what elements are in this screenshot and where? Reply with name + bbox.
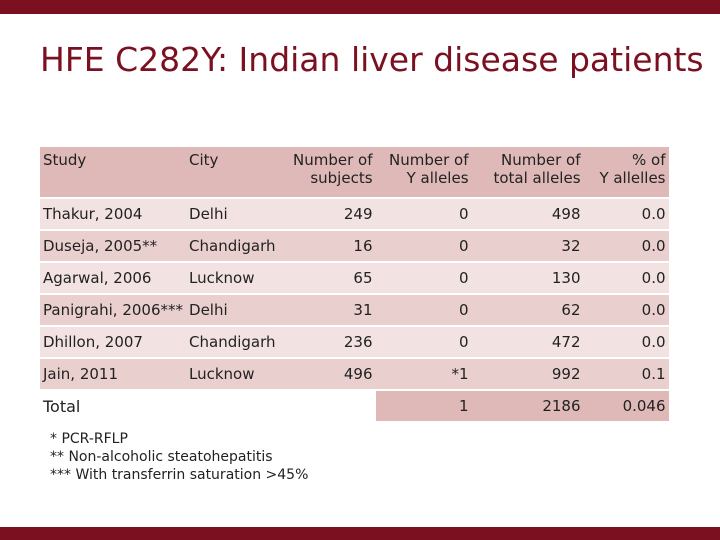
header-line: City <box>189 151 219 169</box>
table-cell: 236 <box>278 327 376 357</box>
table-cell: Delhi <box>186 295 279 325</box>
table-row: Jain, 2011 Lucknow 496 *1 992 0.1 <box>40 359 669 389</box>
table-cell: Lucknow <box>186 263 279 293</box>
header-line: subjects <box>310 169 373 187</box>
table-cell: 32 <box>471 231 584 261</box>
header-line: % of <box>632 151 666 169</box>
table-cell: 249 <box>278 199 376 229</box>
table-cell: 472 <box>471 327 584 357</box>
top-bar <box>0 0 720 14</box>
table-row: Agarwal, 2006 Lucknow 65 0 130 0.0 <box>40 263 669 293</box>
table-cell: 0 <box>375 199 472 229</box>
header-line: total alleles <box>493 169 581 187</box>
table-cell: Thakur, 2004 <box>40 199 187 229</box>
footnotes: * PCR-RFLP ** Non-alcoholic steatohepatit… <box>50 430 308 484</box>
table-cell: 0.0 <box>583 231 669 261</box>
table-cell: Jain, 2011 <box>40 359 187 389</box>
header-row: Study City Number of subjects Number of Y all… <box>40 147 669 197</box>
table-cell: 498 <box>471 199 584 229</box>
table-cell: Dhillon, 2007 <box>40 327 187 357</box>
table-cell: 0.0 <box>583 295 669 325</box>
table-cell: Panigrahi, 2006*** <box>40 295 187 325</box>
slide-title: HFE C282Y: Indian liver disease patients <box>40 40 704 79</box>
total-label: Total <box>43 396 81 416</box>
table-cell: 16 <box>278 231 376 261</box>
header-cell: Number of subjects <box>278 147 376 197</box>
header-line: Number of <box>501 151 581 169</box>
header-cell: Study <box>40 147 187 197</box>
table-cell: Lucknow <box>186 359 279 389</box>
table-cell: 0.0 <box>583 263 669 293</box>
header-line: Study <box>43 151 87 169</box>
header-cell: % of Y allelles <box>583 147 669 197</box>
table-cell: 0.1 <box>583 359 669 389</box>
data-table: Study City Number of subjects Number of Y all… <box>40 145 669 423</box>
table-row: Dhillon, 2007 Chandigarh 236 0 472 0.0 <box>40 327 669 357</box>
header-cell: City <box>186 147 279 197</box>
table-cell: 0 <box>375 263 472 293</box>
table-cell: 31 <box>278 295 376 325</box>
table-cell: 0 <box>375 327 472 357</box>
header-cell: Number of total alleles <box>471 147 584 197</box>
header-line: Number of <box>389 151 469 169</box>
table-row: Duseja, 2005** Chandigarh 16 0 32 0.0 <box>40 231 669 261</box>
header-line: Y allelles <box>599 169 666 187</box>
total-row: Total 1 2186 0.046 <box>40 391 669 421</box>
header-cell: Number of Y alleles <box>375 147 472 197</box>
table-cell: 496 <box>278 359 376 389</box>
footnote: * PCR-RFLP <box>50 431 128 447</box>
header-line: Y alleles <box>406 169 469 187</box>
table-cell: Delhi <box>186 199 279 229</box>
table-cell: 0 <box>375 295 472 325</box>
bottom-bar <box>0 527 720 540</box>
table-cell: Duseja, 2005** <box>40 231 187 261</box>
table-cell: 130 <box>471 263 584 293</box>
total-cell: 1 <box>375 391 472 421</box>
table-cell: 0 <box>375 231 472 261</box>
table-cell: 62 <box>471 295 584 325</box>
total-cell: 2186 <box>471 391 584 421</box>
table-cell: 0.0 <box>583 327 669 357</box>
table-row: Panigrahi, 2006*** Delhi 31 0 62 0.0 <box>40 295 669 325</box>
header-line: Number of <box>293 151 373 169</box>
footnote: *** With transferrin saturation >45% <box>50 467 309 483</box>
table-cell: Chandigarh <box>186 231 279 261</box>
total-cell: 0.046 <box>583 391 669 421</box>
table-cell: 65 <box>278 263 376 293</box>
table-cell: *1 <box>375 359 472 389</box>
table-cell: 0.0 <box>583 199 669 229</box>
table-cell: Chandigarh <box>186 327 279 357</box>
table-cell: Agarwal, 2006 <box>40 263 187 293</box>
footnote: ** Non-alcoholic steatohepatitis <box>50 449 273 465</box>
table-cell: 992 <box>471 359 584 389</box>
table-row: Thakur, 2004 Delhi 249 0 498 0.0 <box>40 199 669 229</box>
